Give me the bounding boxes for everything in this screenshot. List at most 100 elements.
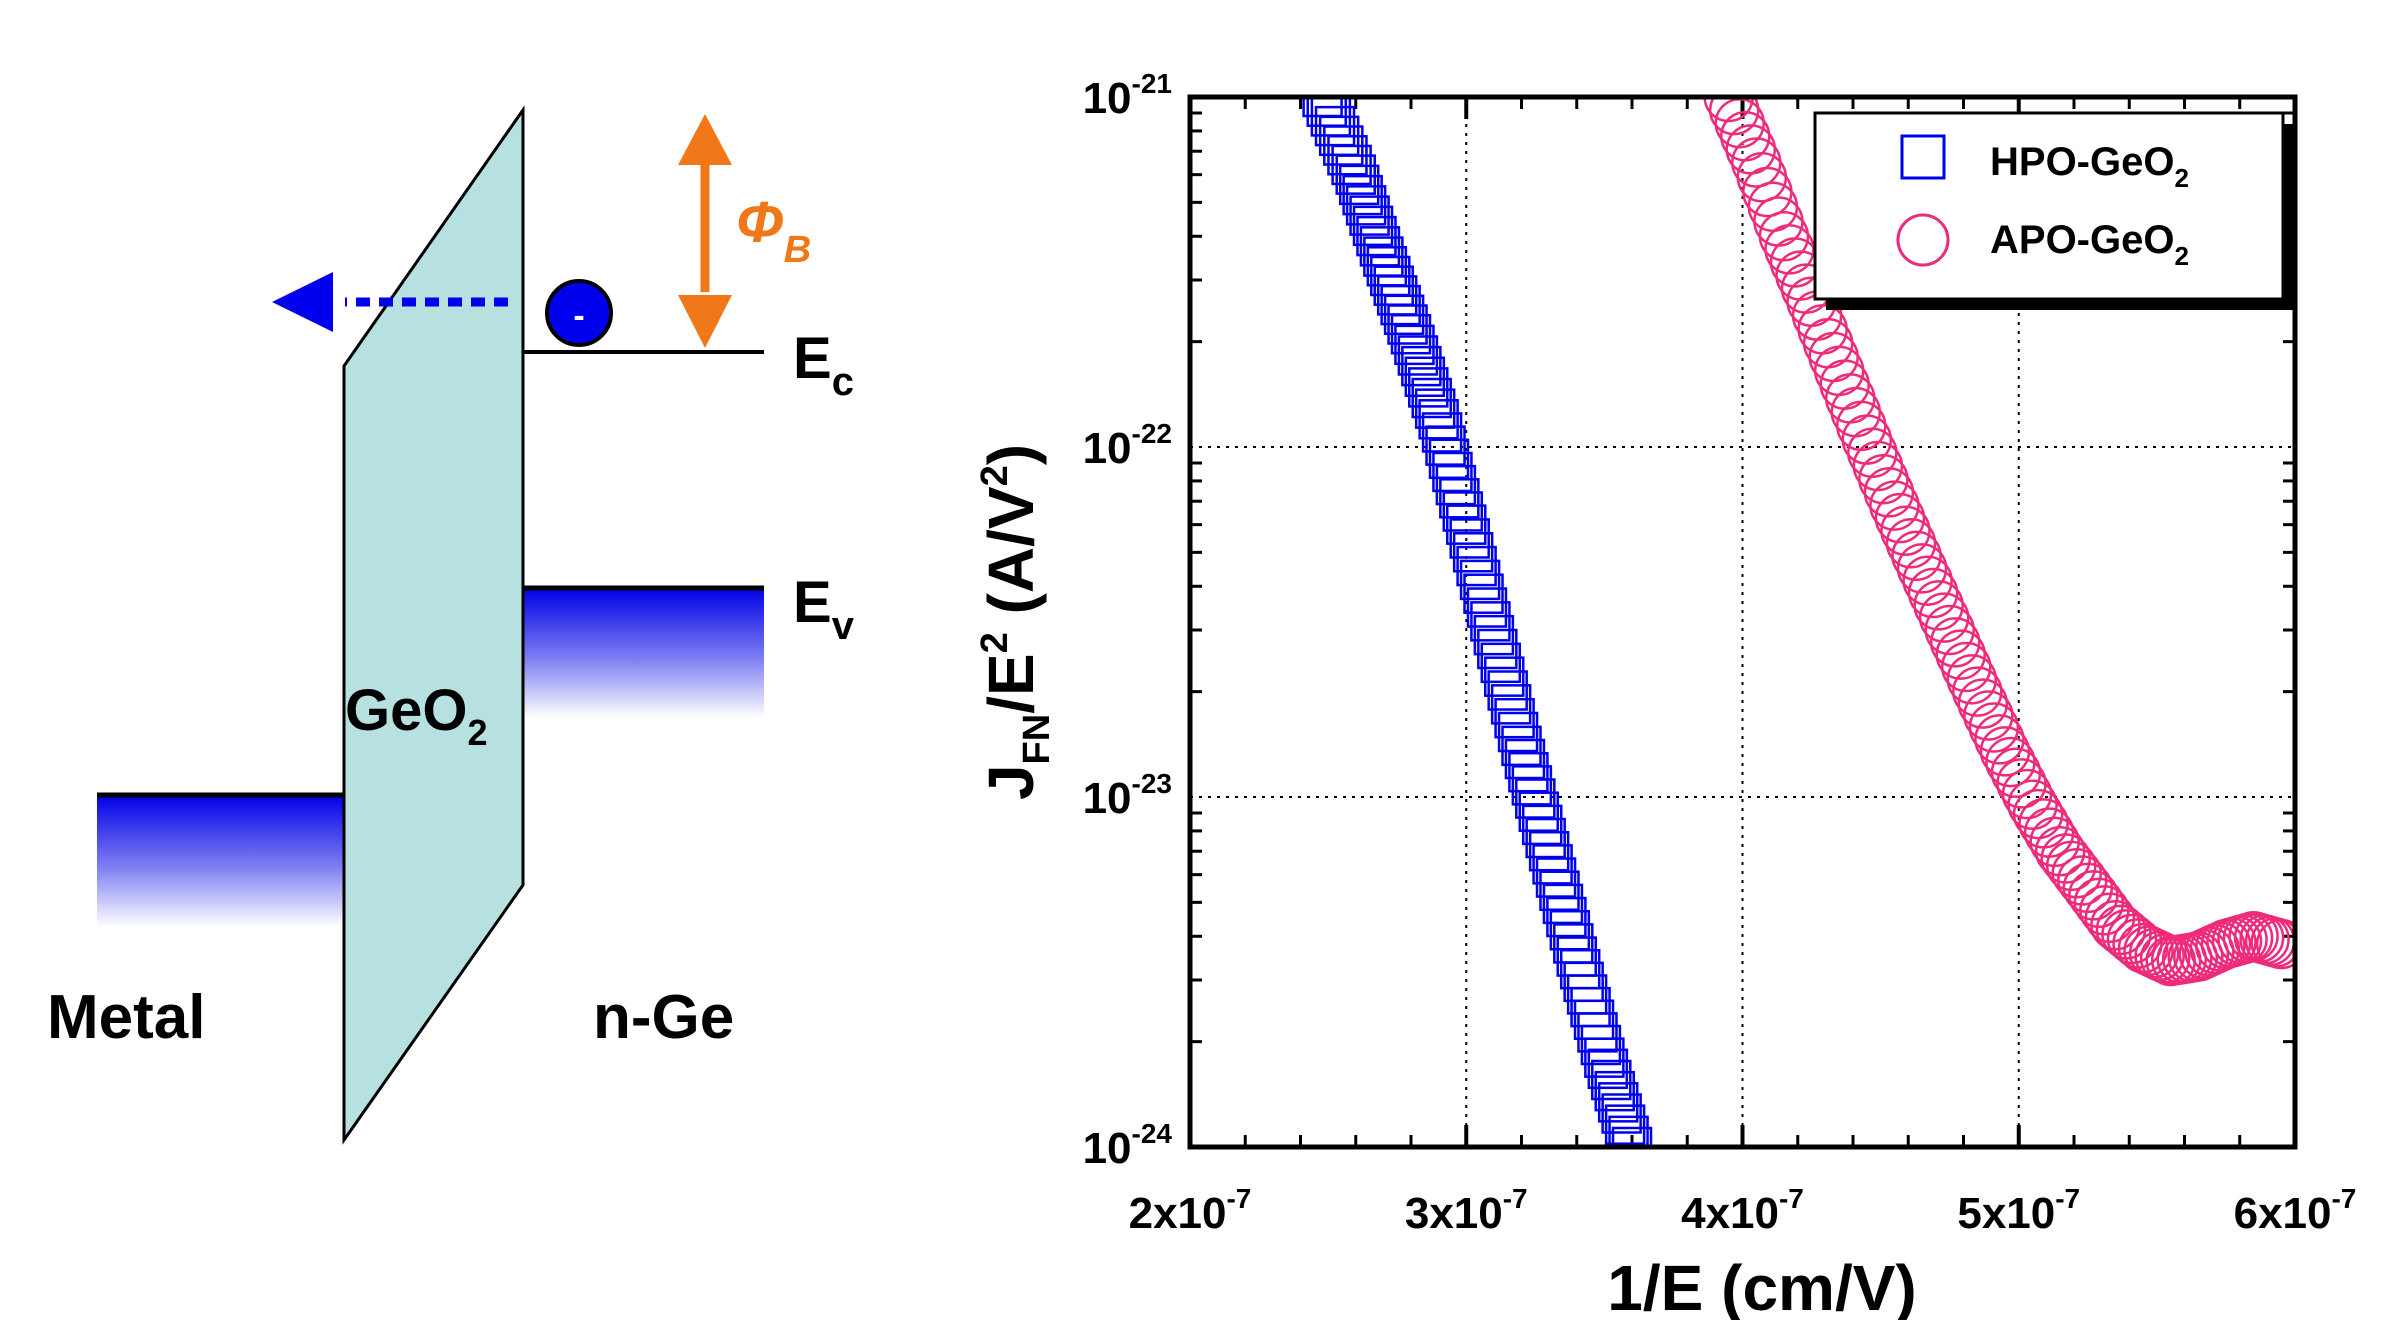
series-layer <box>1302 97 2295 1147</box>
hpo-point <box>1608 1115 1649 1147</box>
grid-lines <box>1190 97 2295 1147</box>
hpo-point <box>1508 751 1549 793</box>
hpo-point <box>1345 185 1387 226</box>
electron-label: - <box>573 297 584 335</box>
hpo-point <box>1390 313 1432 355</box>
hpo-point <box>1497 711 1539 753</box>
hpo-point <box>1594 1070 1635 1112</box>
hpo-point <box>1456 545 1497 587</box>
apo-point <box>1731 137 1782 188</box>
hpo-point <box>1611 1126 1653 1147</box>
x-tick-label: 4x10-7 <box>1681 1183 1804 1238</box>
apo-point <box>1946 654 1998 705</box>
apo-point <box>1924 604 1975 656</box>
apo-point <box>1758 211 1810 262</box>
y-tick-label: 10-23 <box>1083 768 1172 823</box>
apo-point <box>1708 97 1760 136</box>
y-tick-labels: 10-24 10-23 10-22 10-21 <box>1083 68 1173 1173</box>
hpo-point <box>1546 896 1587 938</box>
hpo-point <box>1597 1082 1639 1123</box>
apo-point <box>1869 480 1920 531</box>
hpo-point <box>1584 1037 1625 1078</box>
legend-label-apo: APO-GeO2 <box>1990 218 2189 271</box>
hpo-point <box>1335 154 1376 195</box>
hpo-point <box>1349 195 1390 236</box>
hpo-point <box>1494 697 1535 739</box>
apo-point <box>1880 505 1931 556</box>
hpo-point <box>1511 765 1553 806</box>
apo-point <box>2007 779 2058 831</box>
hpo-point <box>1463 573 1504 614</box>
apo-point <box>1929 617 1981 668</box>
hpo-point <box>1577 1012 1618 1053</box>
hpo-point <box>1397 335 1439 376</box>
hpo-point <box>1449 518 1490 559</box>
hpo-point <box>1490 684 1532 725</box>
apo-point <box>1764 224 1815 275</box>
oxide-barrier <box>342 105 525 1145</box>
y-tick-label: 10-24 <box>1083 1118 1173 1173</box>
hpo-point <box>1487 670 1528 711</box>
hpo-point <box>1411 377 1452 419</box>
y-tick-label: 10-22 <box>1083 418 1172 473</box>
plot-frame <box>1187 94 2298 1150</box>
hpo-point <box>1515 778 1556 819</box>
hpo-point <box>1338 164 1380 206</box>
hpo-point <box>1501 725 1542 767</box>
legend-label-hpo: HPO-GeO2 <box>1990 140 2189 193</box>
hpo-point <box>1352 205 1394 247</box>
apo-point <box>1885 518 1937 569</box>
legend: HPO-GeO2 APO-GeO2 <box>1813 111 2294 310</box>
oxide-label: GeO2 <box>345 678 488 753</box>
hpo-point <box>1604 1104 1646 1145</box>
apo-point <box>1907 567 1959 619</box>
metal-label: Metal <box>47 983 205 1052</box>
band-diagram: - ΦB Ec Ev GeO2 Metal n-Ge <box>47 105 855 1145</box>
hpo-point <box>1387 304 1428 345</box>
tunneling-arrow-head <box>272 272 333 332</box>
hpo-point <box>1401 345 1442 387</box>
apo-point <box>1891 530 1942 582</box>
apo-point <box>1974 714 2025 765</box>
chart: 2x10-7 3x10-7 4x10-7 5x10-7 6x10-7 10-2410-2… <box>974 68 2356 1320</box>
apo-point <box>2255 918 2295 970</box>
barrier-height-arrow <box>678 114 732 348</box>
hpo-point <box>1439 478 1480 519</box>
apo-point <box>1769 237 1821 288</box>
valence-band <box>523 588 764 718</box>
hpo-point <box>1466 587 1508 628</box>
hpo-point <box>1442 491 1484 532</box>
hpo-point <box>1356 215 1397 257</box>
apo-point <box>1957 678 2009 729</box>
apo-point <box>1918 592 1970 643</box>
hpo-point <box>1428 438 1470 480</box>
y-axis-label: JFN/E2 (A/V2) <box>974 444 1058 800</box>
hpo-point <box>1418 399 1459 440</box>
apo-point <box>1858 453 1909 505</box>
apo-point <box>1913 580 1964 631</box>
hpo-point <box>1394 324 1435 366</box>
hpo-point <box>1473 614 1515 656</box>
x-axis-label: 1/E (cm/V) <box>1607 1252 1916 1320</box>
apo-point <box>1742 166 1793 218</box>
hpo-point <box>1601 1093 1642 1134</box>
x-tick-label: 5x10-7 <box>1957 1183 2080 1238</box>
apo-point <box>2012 788 2064 840</box>
series-apo <box>1703 97 2295 987</box>
apo-point <box>1896 543 1948 594</box>
hpo-point <box>1477 628 1518 670</box>
hpo-point <box>1470 601 1511 642</box>
barrier-label: ΦB <box>736 190 811 271</box>
hpo-point <box>1342 174 1383 216</box>
hpo-point <box>1459 559 1501 601</box>
hpo-point <box>1580 1024 1622 1066</box>
hpo-point <box>1435 464 1477 506</box>
apo-point <box>1941 641 1992 693</box>
metal-band <box>97 795 344 927</box>
hpo-point <box>1532 844 1573 885</box>
hpo-point <box>1404 356 1446 398</box>
hpo-point <box>1452 532 1494 573</box>
x-tick-label: 3x10-7 <box>1405 1183 1528 1238</box>
apo-point <box>1714 97 1765 149</box>
